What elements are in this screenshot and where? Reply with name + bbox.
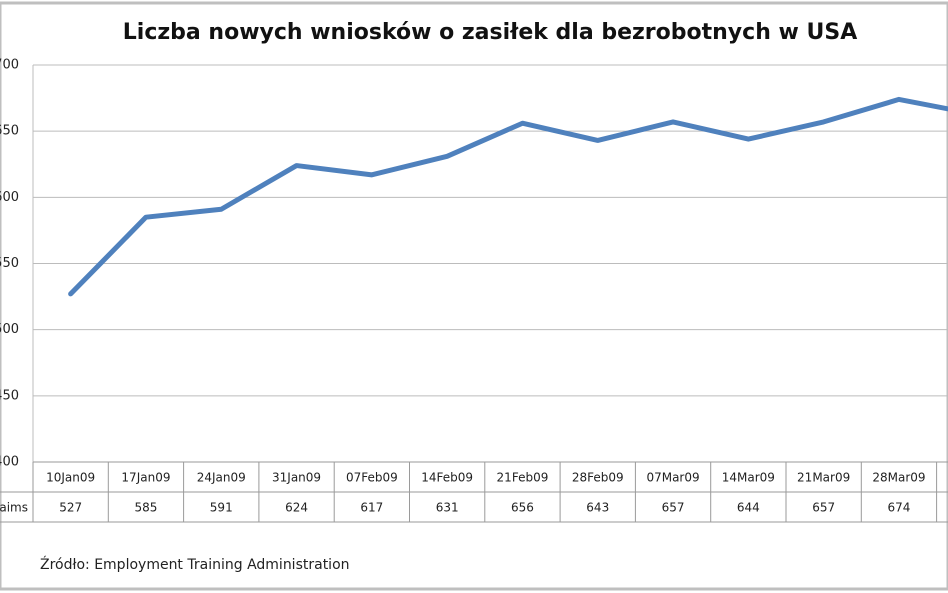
value-label: 644 <box>737 501 760 515</box>
x-tick-label: 10Jan09 <box>46 471 95 485</box>
value-label: 674 <box>887 501 910 515</box>
x-tick-label: 07Mar09 <box>646 471 699 485</box>
x-tick-label: 17Jan09 <box>121 471 170 485</box>
x-tick-label: 14Mar09 <box>722 471 775 485</box>
x-tick-label: 28Mar09 <box>872 471 925 485</box>
x-tick-label: 24Jan09 <box>197 471 246 485</box>
value-label: 617 <box>360 501 383 515</box>
y-tick-label: 650 <box>0 124 19 139</box>
x-tick-label: 31Jan09 <box>272 471 321 485</box>
source-note: Źródło: Employment Training Administrati… <box>40 555 350 573</box>
series-line <box>68 96 948 297</box>
chart-title: Liczba nowych wniosków o zasiłek dla bez… <box>123 20 857 45</box>
y-tick-label: 600 <box>0 190 19 205</box>
value-label: 657 <box>662 501 685 515</box>
value-label: 624 <box>285 501 308 515</box>
x-tick-label: 14Feb09 <box>421 471 473 485</box>
value-label: 527 <box>59 501 82 515</box>
value-label: 585 <box>134 501 157 515</box>
x-tick-label: 21Mar09 <box>797 471 850 485</box>
y-tick-label: 400 <box>0 455 19 470</box>
x-tick-label: 28Feb09 <box>572 471 624 485</box>
value-label: 657 <box>812 501 835 515</box>
y-tick-label: 700 <box>0 58 19 73</box>
value-label: 591 <box>210 501 233 515</box>
legend-label: Claims <box>0 501 28 515</box>
y-tick-label: 550 <box>0 256 19 271</box>
x-tick-label: 07Feb09 <box>346 471 398 485</box>
y-tick-label: 450 <box>0 388 19 403</box>
value-label: 631 <box>436 501 459 515</box>
value-label: 643 <box>586 501 609 515</box>
x-tick-label: 21Feb09 <box>497 471 549 485</box>
y-tick-label: 500 <box>0 322 19 337</box>
value-label: 656 <box>511 501 534 515</box>
